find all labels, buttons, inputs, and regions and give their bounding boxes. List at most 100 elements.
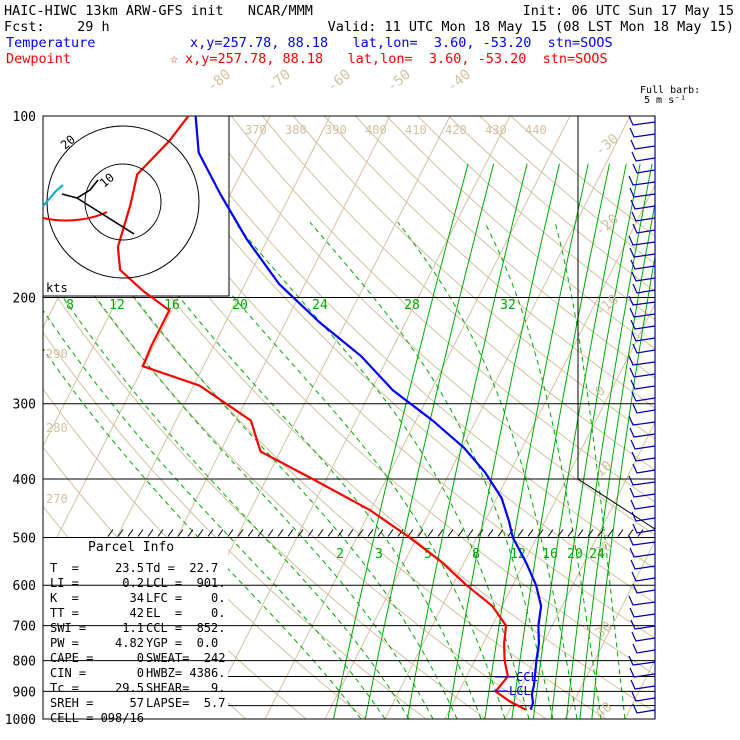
tick-mark <box>547 529 554 537</box>
tick-mark <box>497 529 504 537</box>
wind-barb <box>631 451 656 462</box>
tick-mark <box>127 529 134 537</box>
tick-mark <box>317 529 324 537</box>
wind-barb-unit: 5 m s⁻¹ <box>644 95 686 106</box>
dry-adiabat-line <box>137 116 655 604</box>
dry-adiabat-line <box>106 116 655 639</box>
parcel-info-right: Td = 22.7 <box>146 561 218 575</box>
parcel-info-left: T = 23.5 <box>50 561 144 575</box>
dry-adiabat-line <box>75 116 655 676</box>
parcel-info-left: CIN = 0 <box>50 666 144 680</box>
wind-barb <box>632 163 656 174</box>
pressure-tick-label: 100 <box>13 110 36 125</box>
isotherm-line <box>564 539 655 719</box>
tick-mark <box>387 529 394 537</box>
mixing-ratio-line <box>511 163 610 719</box>
parcel-info-right: LAPSE= 5.7 <box>146 696 225 710</box>
tick-mark <box>537 529 544 537</box>
wind-barb <box>632 643 656 654</box>
wind-barb <box>630 139 656 150</box>
mixing-ratio-label: 16 <box>542 547 558 562</box>
wind-barb <box>631 271 656 282</box>
moist-adiabat-line <box>484 221 602 719</box>
tick-mark <box>627 529 634 537</box>
theta-label: 400 <box>365 123 387 137</box>
parcel-info-right: HWBZ= 4386. <box>146 666 225 680</box>
moist-adiabat-line <box>122 221 482 719</box>
mixing-ratio-line <box>550 163 641 719</box>
moist-adiabat-line <box>44 221 434 719</box>
tick-mark <box>107 529 114 537</box>
dry-adiabat-line <box>230 116 655 503</box>
isotherm-line <box>624 658 655 719</box>
wind-barb <box>629 367 656 378</box>
model-title: HAIC-HIWC 13km ARW-GFS init NCAR/MMM <box>4 3 313 19</box>
dewpoint-line <box>116 115 527 711</box>
wind-barb <box>632 523 656 534</box>
wind-barb <box>630 559 656 570</box>
moist-adiabat-line <box>43 309 386 719</box>
dry-adiabat-line <box>355 116 655 379</box>
wind-barb <box>629 187 656 198</box>
wind-barb <box>632 703 656 714</box>
theta-side-label: 270 <box>46 492 68 506</box>
mixing-ratio-label: 5 <box>424 547 432 562</box>
tick-mark <box>487 529 494 537</box>
tick-mark <box>287 529 294 537</box>
parcel-info-left: SREH = 57 <box>50 696 144 710</box>
forecast-hour: Fcst: 29 h <box>4 19 110 35</box>
hodograph-units: kts <box>46 281 68 295</box>
wind-barb <box>631 391 656 402</box>
mixing-ratio-label: 8 <box>66 298 74 313</box>
parcel-info-right: LFC = 0. <box>146 591 225 605</box>
theta-label: 420 <box>445 123 467 137</box>
wind-barb <box>629 607 656 618</box>
tick-mark <box>267 529 274 537</box>
theta-label: 440 <box>525 123 547 137</box>
lcl-label: LCL <box>509 684 531 698</box>
isotherm-line <box>264 116 571 719</box>
frame-diagonal <box>577 478 656 530</box>
pressure-tick-label: 1000 <box>5 713 36 728</box>
pressure-tick-label: 900 <box>13 685 36 700</box>
valid-time: Valid: 11 UTC Mon 18 May 15 (08 LST Mon … <box>327 19 734 35</box>
tick-mark <box>117 529 124 537</box>
dry-adiabat-line <box>324 116 655 409</box>
wind-barb <box>632 583 656 594</box>
mixing-ratio-label: 24 <box>589 547 605 562</box>
wind-barb <box>630 499 656 510</box>
tick-mark <box>157 529 164 537</box>
isotherm-label: -50 <box>384 67 414 96</box>
wind-barb <box>630 619 656 630</box>
parcel-info-left: Tc = 29.5 <box>50 681 144 695</box>
dewpoint-legend-info: x,y=257.78, 88.18 lat,lon= 3.60, -53.20 … <box>185 51 608 67</box>
tick-mark <box>447 529 454 537</box>
pressure-tick-label: 500 <box>13 531 36 546</box>
mixing-ratio-line <box>566 163 653 719</box>
wind-barb <box>632 403 656 414</box>
dry-adiabat-line <box>168 116 655 570</box>
dewpoint-marker-icon: ☆ <box>170 51 179 67</box>
pressure-tick-label: 600 <box>13 579 36 594</box>
tick-mark <box>207 529 214 537</box>
moist-adiabat-line <box>397 221 578 719</box>
wind-barb <box>630 679 656 690</box>
wind-barb <box>629 307 656 318</box>
parcel-info-box <box>43 537 228 719</box>
tick-mark <box>597 529 604 537</box>
pressure-tick-label: 700 <box>13 620 36 635</box>
parcel-info-left: CELL = 098/16 <box>50 711 144 725</box>
wind-barb <box>628 595 656 606</box>
mixing-ratio-label: 24 <box>312 298 328 313</box>
wind-barb <box>630 319 656 330</box>
mixing-ratio-label: 8 <box>472 547 480 562</box>
mixing-ratio-label: 12 <box>109 298 125 313</box>
wind-barb <box>630 199 656 210</box>
wind-barb <box>628 355 656 366</box>
mixing-ratio-line <box>333 163 469 719</box>
tick-mark <box>247 529 254 537</box>
tick-mark <box>367 529 374 537</box>
wind-barb <box>631 511 656 522</box>
tick-mark <box>567 529 574 537</box>
